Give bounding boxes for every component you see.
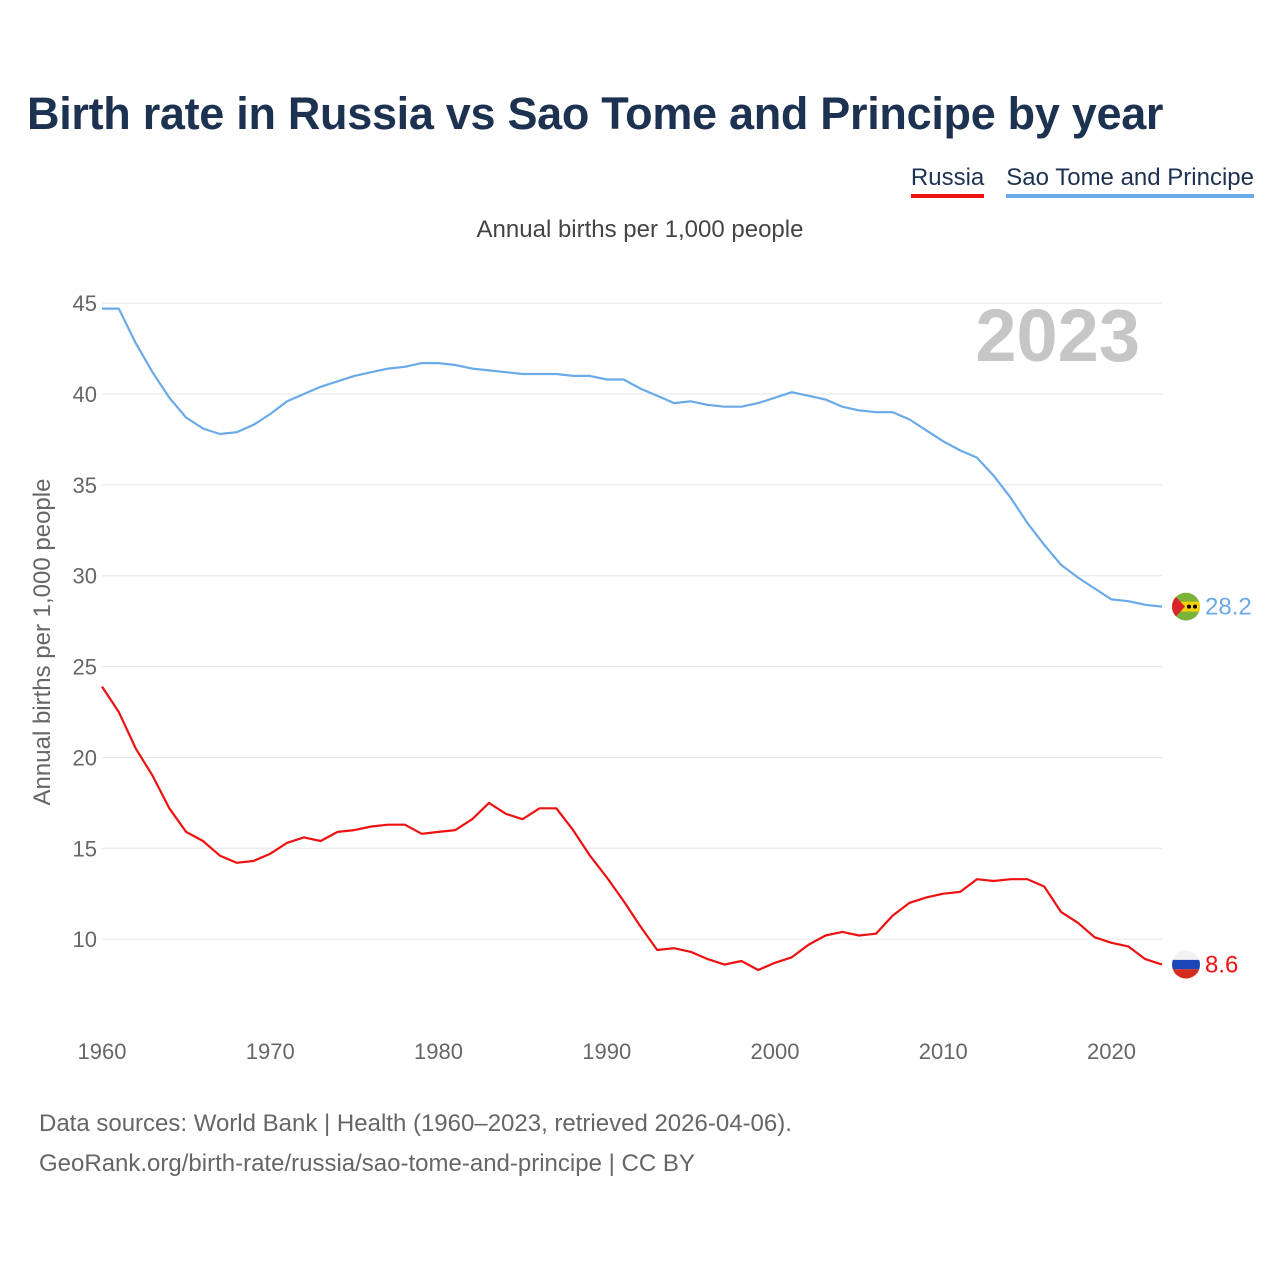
y-tick-label: 10	[73, 927, 97, 952]
x-axis-ticks: 1960 1970 1980 1990 2000 2010 2020	[78, 1039, 1136, 1064]
y-tick-label: 35	[73, 473, 97, 498]
y-axis-label: Annual births per 1,000 people	[29, 479, 56, 806]
sao-tome-flag-icon	[1172, 592, 1200, 621]
y-tick-label: 25	[73, 655, 97, 680]
x-tick-label: 2020	[1087, 1039, 1136, 1064]
x-tick-label: 1990	[582, 1039, 631, 1064]
legend-item-russia[interactable]: Russia	[910, 164, 985, 198]
year-watermark: 2023	[975, 294, 1140, 377]
y-tick-label: 45	[73, 291, 97, 316]
x-tick-label: 1980	[414, 1039, 463, 1064]
footer: Data sources: World Bank | Health (1960–…	[39, 1104, 792, 1184]
source-url-text: GeoRank.org/birth-rate/russia/sao-tome-a…	[39, 1150, 695, 1177]
x-tick-label: 1970	[246, 1039, 295, 1064]
y-tick-label: 40	[73, 382, 97, 407]
x-tick-label: 1960	[78, 1039, 127, 1064]
line-chart: 10 15 20 25 30 35 40 45 1960 1970 1980 1990 2000 201…	[29, 291, 1252, 1064]
grid-lines	[102, 302, 1162, 940]
legend: Russia Sao Tome and Principe	[910, 164, 1254, 198]
data-source-text: Data sources: World Bank | Health (1960–…	[39, 1110, 792, 1137]
y-tick-label: 30	[73, 564, 97, 589]
russia-flag-icon	[1172, 950, 1200, 979]
end-markers: 8.6 28.2	[1172, 592, 1252, 979]
chart-title: Birth rate in Russia vs Sao Tome and Pri…	[27, 88, 1164, 139]
series-lines	[101, 307, 1163, 972]
y-tick-label: 20	[73, 745, 97, 770]
sao-tome-series-line[interactable]	[102, 307, 1163, 608]
x-tick-label: 2000	[751, 1039, 800, 1064]
russia-end-value: 8.6	[1205, 952, 1238, 979]
y-axis-ticks: 10 15 20 25 30 35 40 45	[73, 291, 97, 952]
x-tick-label: 2010	[919, 1039, 968, 1064]
y-tick-label: 15	[73, 836, 97, 861]
russia-series-line[interactable]	[101, 685, 1163, 972]
sao-tome-end-value: 28.2	[1205, 594, 1252, 621]
chart-subtitle: Annual births per 1,000 people	[476, 216, 804, 243]
legend-item-sao-tome-and-principe[interactable]: Sao Tome and Principe	[1006, 164, 1254, 198]
